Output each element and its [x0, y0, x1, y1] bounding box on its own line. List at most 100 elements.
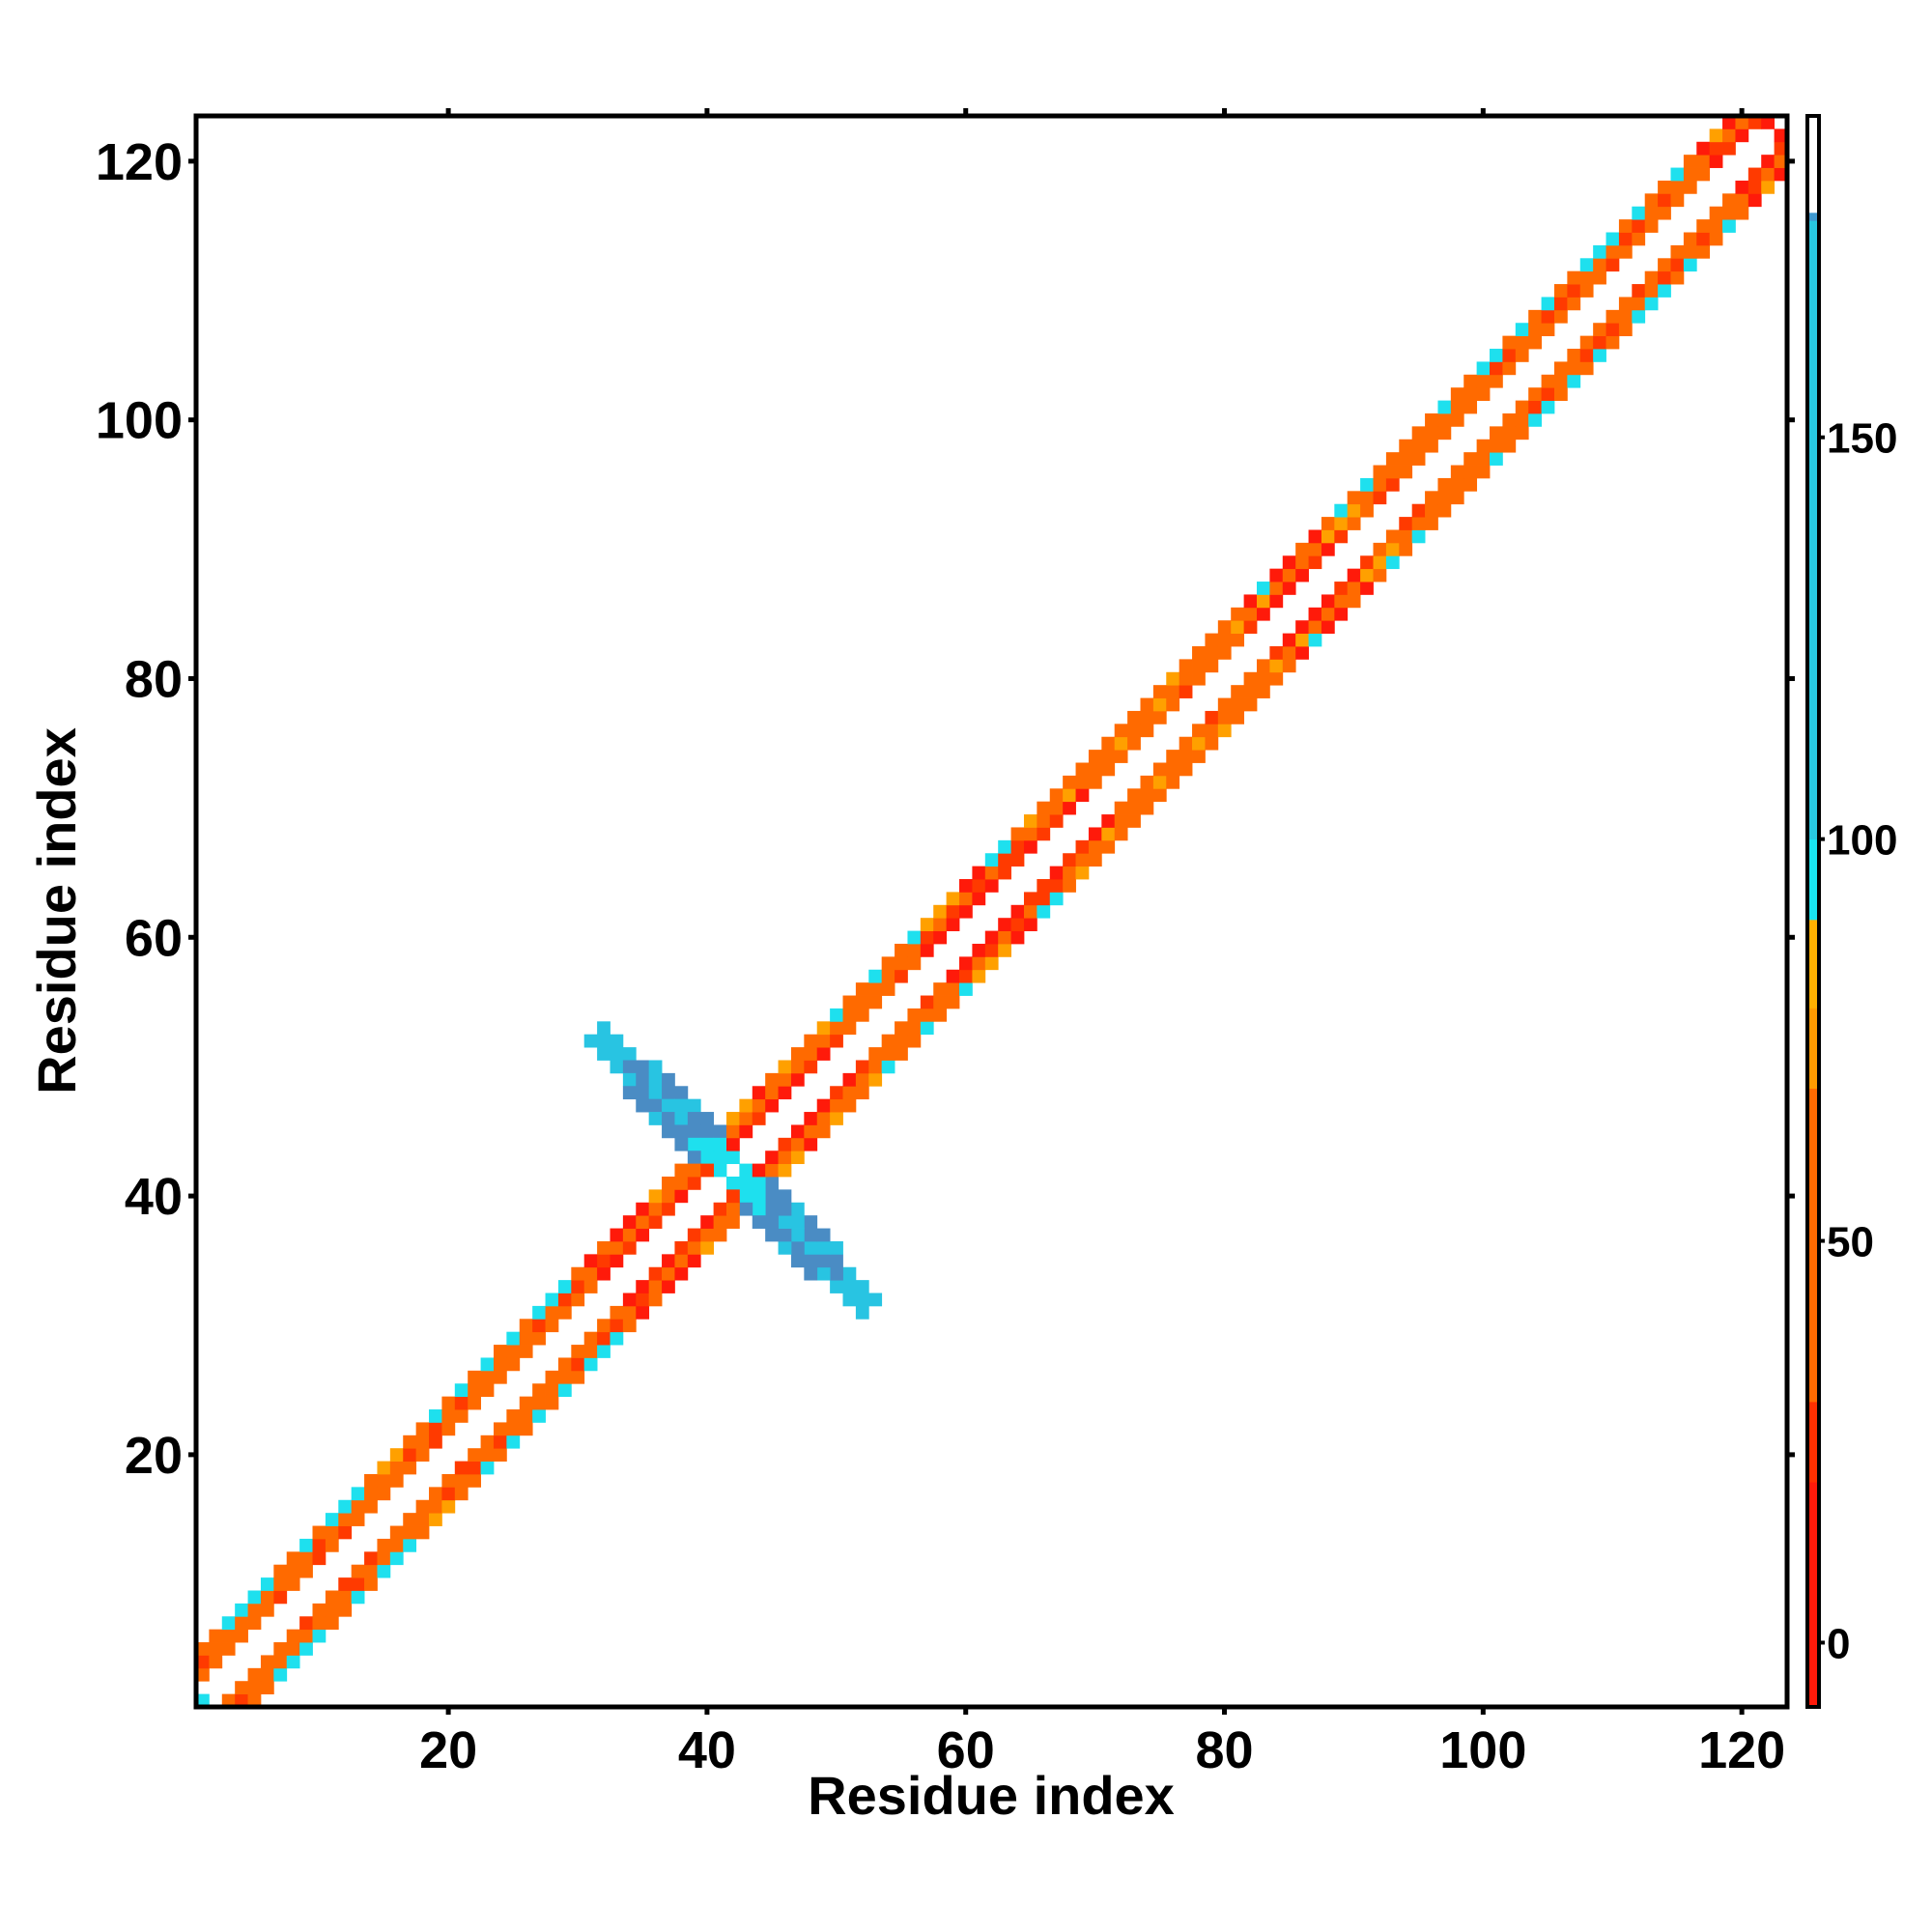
heatmap-cell	[752, 1215, 766, 1229]
heatmap-cell	[726, 1137, 740, 1151]
heatmap-cell	[662, 1280, 675, 1293]
heatmap-cell	[260, 1667, 274, 1682]
heatmap-cell	[351, 1564, 365, 1578]
heatmap-cell	[597, 1240, 611, 1255]
heatmap-cell	[622, 1240, 637, 1255]
heatmap-cell	[907, 930, 922, 945]
heatmap-cell	[1282, 568, 1296, 582]
heatmap-cell	[1528, 387, 1542, 401]
heatmap-cell	[1658, 180, 1671, 194]
heatmap-cell	[1709, 128, 1723, 143]
heatmap-cell	[1282, 633, 1296, 647]
heatmap-cell	[1192, 671, 1206, 686]
heatmap-cell	[532, 1396, 546, 1410]
heatmap-cell	[765, 1177, 779, 1190]
heatmap-cell	[1515, 349, 1529, 362]
heatmap-cell	[895, 969, 908, 983]
heatmap-cell	[377, 1551, 391, 1566]
heatmap-cell	[622, 1305, 637, 1320]
heatmap-cell	[1437, 503, 1452, 518]
heatmap-cell	[700, 1240, 715, 1255]
heatmap-cell	[1295, 633, 1309, 647]
heatmap-cell	[726, 1151, 740, 1165]
heatmap-cell	[1037, 801, 1051, 815]
heatmap-cell	[868, 969, 883, 983]
heatmap-cell	[920, 943, 934, 957]
heatmap-cell	[1243, 697, 1258, 712]
heatmap-cell	[816, 1228, 831, 1242]
heatmap-cell	[1127, 814, 1141, 828]
heatmap-cell	[1709, 219, 1723, 233]
heatmap-cell	[1373, 477, 1387, 492]
heatmap-cell	[312, 1629, 327, 1643]
heatmap-cell	[364, 1564, 378, 1578]
heatmap-cell	[855, 1086, 869, 1100]
heatmap-cell	[597, 1319, 611, 1333]
heatmap-cell	[1553, 309, 1568, 324]
heatmap-cell	[881, 1047, 895, 1061]
heatmap-cell	[842, 1086, 857, 1100]
heatmap-cell	[842, 1008, 857, 1022]
heatmap-cell	[1683, 232, 1697, 246]
heatmap-cell	[221, 1693, 236, 1708]
heatmap-cell	[493, 1435, 507, 1449]
heatmap-cell	[1450, 387, 1464, 401]
heatmap-cell	[583, 1345, 598, 1358]
heatmap-cell	[441, 1499, 456, 1514]
heatmap-cell	[972, 943, 986, 957]
heatmap-cell	[920, 995, 934, 1009]
heatmap-cell	[325, 1590, 339, 1605]
x-tick-label: 100	[1439, 1721, 1526, 1779]
x-axis-label: Residue index	[808, 1765, 1175, 1826]
heatmap-cell	[1670, 244, 1685, 259]
heatmap-cell	[1101, 736, 1116, 751]
heatmap-cell	[816, 1254, 831, 1268]
heatmap-cell	[557, 1370, 572, 1384]
heatmap-cell	[830, 1021, 843, 1036]
heatmap-cell	[196, 1667, 210, 1682]
heatmap-cell	[221, 1629, 236, 1643]
heatmap-cell	[984, 943, 999, 957]
heatmap-cell	[842, 995, 857, 1009]
heatmap-cell	[1593, 349, 1606, 362]
x-tick-label: 60	[937, 1721, 995, 1779]
heatmap-cell	[830, 1034, 843, 1048]
heatmap-cell	[765, 1151, 779, 1165]
heatmap-cell	[441, 1473, 456, 1488]
heatmap-cell	[1140, 697, 1154, 712]
heatmap-cell	[1075, 788, 1090, 803]
heatmap-cell	[1282, 582, 1296, 595]
heatmap-cell	[1347, 568, 1361, 582]
y-tick-label: 40	[125, 1168, 183, 1226]
heatmap-cell	[1152, 685, 1167, 698]
heatmap-cell	[752, 1163, 766, 1178]
heatmap-cell	[816, 1124, 831, 1139]
heatmap-cell	[933, 982, 948, 996]
heatmap-cell	[1385, 465, 1400, 479]
heatmap-cell	[519, 1396, 533, 1410]
heatmap-cell	[415, 1448, 430, 1462]
heatmap-cell	[235, 1616, 248, 1631]
heatmap-cell	[1347, 594, 1361, 609]
heatmap-cell	[1476, 452, 1491, 466]
heatmap-cell	[895, 1047, 908, 1061]
heatmap-cell	[636, 1280, 650, 1293]
heatmap-cell	[1243, 607, 1258, 621]
heatmap-cell	[480, 1383, 495, 1398]
heatmap-cell	[752, 1112, 766, 1125]
heatmap-cell	[830, 1086, 843, 1100]
heatmap-cell	[338, 1603, 353, 1617]
heatmap-cell	[338, 1499, 353, 1514]
heatmap-cell	[804, 1240, 818, 1255]
heatmap-cell	[1192, 659, 1206, 673]
heatmap-cell	[377, 1538, 391, 1552]
heatmap-cell	[713, 1163, 727, 1178]
heatmap-cell	[1269, 646, 1284, 660]
heatmap-cell	[377, 1473, 391, 1488]
heatmap-cell	[959, 969, 973, 983]
heatmap-cell	[480, 1435, 495, 1449]
heatmap-cell	[1747, 193, 1762, 208]
y-axis-ticks: 20 40 60 80 100 120	[96, 133, 1795, 1485]
heatmap-cell	[1579, 258, 1594, 272]
heatmap-cell	[1295, 542, 1309, 556]
